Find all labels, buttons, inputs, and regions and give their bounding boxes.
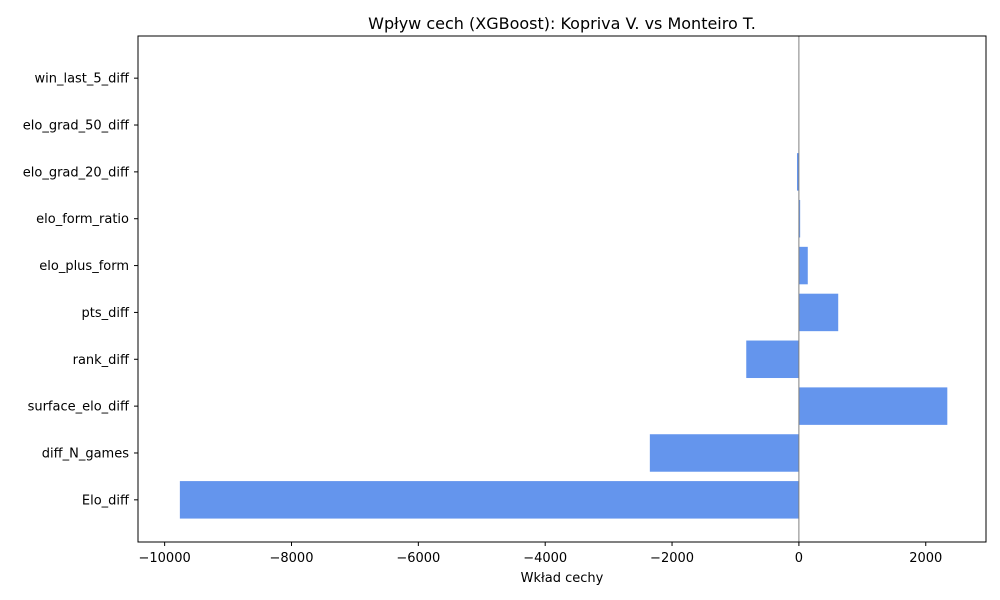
y-tick-label: surface_elo_diff <box>28 400 130 415</box>
y-tick-label: pts_diff <box>82 306 130 321</box>
x-tick-label: −8000 <box>269 551 313 566</box>
y-tick-label: elo_form_ratio <box>36 212 129 227</box>
x-tick-label: −4000 <box>523 551 567 566</box>
y-tick-label: elo_grad_50_diff <box>23 119 130 134</box>
y-tick-label: diff_N_games <box>42 446 129 461</box>
plot-frame <box>137 35 987 543</box>
bar-elo_plus_form <box>798 246 808 285</box>
x-tick-label: 2000 <box>909 551 942 566</box>
bar-elo_form_ratio <box>798 199 801 238</box>
y-tick-label: Elo_diff <box>82 493 130 508</box>
chart-title: Wpływ cech (XGBoost): Kopriva V. vs Mont… <box>368 14 756 33</box>
x-axis: −10000 −8000 −6000 −4000 −2000 0 2000 <box>139 542 942 566</box>
x-tick-label: −6000 <box>396 551 440 566</box>
bars-group <box>179 153 948 519</box>
bar-Elo_diff <box>179 481 799 519</box>
bar-surface_elo_diff <box>798 387 948 425</box>
y-tick-label: elo_grad_20_diff <box>23 165 130 180</box>
bar-diff_N_games <box>649 434 799 472</box>
y-tick-label: elo_plus_form <box>39 259 129 274</box>
x-tick-label: 0 <box>795 551 803 566</box>
x-tick-label: −2000 <box>650 551 694 566</box>
y-tick-label: win_last_5_diff <box>34 72 130 87</box>
x-tick-label: −10000 <box>139 551 191 566</box>
y-tick-label: rank_diff <box>73 353 130 368</box>
bar-elo_grad_20_diff <box>796 153 799 191</box>
y-axis: Elo_diff diff_N_games surface_elo_diff rank… <box>23 72 138 508</box>
bar-pts_diff <box>798 293 839 332</box>
x-axis-label: Wkład cechy <box>521 571 604 586</box>
bar-rank_diff <box>746 340 799 379</box>
